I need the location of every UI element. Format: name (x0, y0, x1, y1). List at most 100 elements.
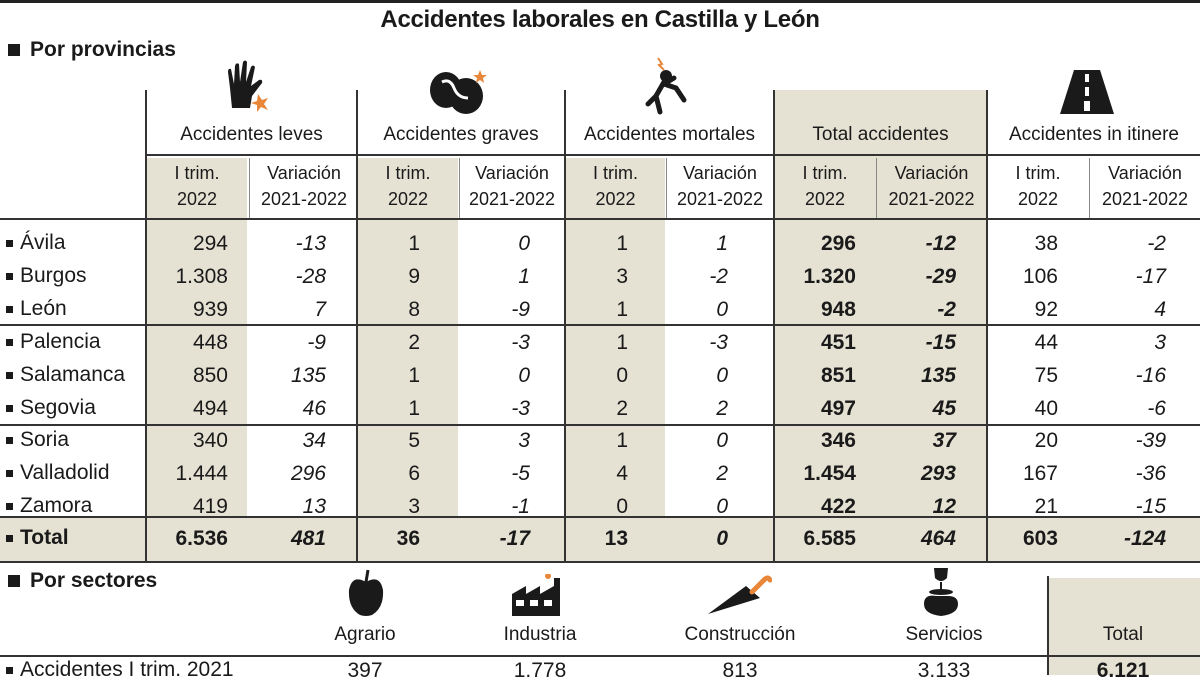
separator-leves (145, 90, 147, 562)
province-name: Soria (6, 428, 69, 452)
table-cell: -9 (511, 298, 530, 321)
province-name-text: Palencia (20, 330, 101, 353)
province-name: Zamora (6, 494, 92, 518)
table-cell: 1 (518, 265, 530, 288)
section-square-icon (8, 575, 20, 587)
top-rule (0, 0, 1200, 3)
subsep-3 (666, 158, 667, 218)
sector-agrario: Agrario (334, 624, 396, 645)
separator-itinere (986, 90, 988, 562)
section-provincias-label: Por provincias (30, 38, 176, 61)
table-cell: -29 (925, 265, 956, 288)
table-cell: 0 (518, 232, 530, 255)
province-name: Palencia (6, 330, 101, 354)
separator-mortales (564, 90, 566, 562)
sector-row-label-text: Accidentes I trim. 2021 (20, 658, 234, 681)
sub-var-line2: 2021-2022 (888, 189, 975, 209)
table-cell: 38 (1034, 232, 1058, 255)
bullet-icon (6, 338, 13, 346)
province-name-text: Zamora (20, 494, 93, 517)
table-cell: 40 (1034, 397, 1058, 420)
bullet-icon (6, 436, 13, 444)
table-cell: 296 (290, 462, 326, 485)
table-cell: -6 (1147, 397, 1166, 420)
total-cell: 603 (1022, 527, 1058, 550)
table-cell: 419 (192, 495, 228, 518)
table-cell: 4 (616, 462, 628, 485)
subheader-leves-trim: I trim. 2022 (147, 160, 247, 212)
table-cell: 0 (616, 495, 628, 518)
table-cell: 1.320 (803, 265, 856, 288)
table-cell: 2 (716, 397, 728, 420)
bullet-icon (6, 305, 13, 313)
table-cell: 44 (1034, 331, 1058, 354)
province-name-text: León (20, 297, 67, 320)
table-cell: 1 (616, 232, 628, 255)
table-cell: 0 (616, 364, 628, 387)
table-cell: 4 (1154, 298, 1166, 321)
shade-total (775, 90, 986, 518)
sub-var-line2: 2021-2022 (676, 189, 764, 209)
group-leves: Accidentes leves (180, 124, 323, 145)
separator-total (773, 90, 775, 562)
table-cell: 448 (192, 331, 228, 354)
table-cell: -3 (709, 331, 728, 354)
table-cell: -28 (295, 265, 326, 288)
table-cell: 135 (920, 364, 956, 387)
table-cell: 294 (192, 232, 228, 255)
table-cell: -2 (937, 298, 956, 321)
bullet-icon (6, 272, 13, 280)
sub-trim-line2: 2022 (1017, 189, 1059, 209)
table-cell: -17 (1135, 265, 1166, 288)
table-cell: -5 (511, 462, 530, 485)
table-cell: -2 (1147, 232, 1166, 255)
sub-var-line1: Variación (683, 163, 757, 183)
subheader-total-trim: I trim. 2022 (775, 160, 875, 212)
bullet-icon (6, 469, 13, 477)
table-cell: 7 (314, 298, 326, 321)
table-cell: -36 (1135, 462, 1166, 485)
sector-industria: Industria (503, 624, 577, 645)
subheader-graves-var: Variación 2021-2022 (460, 160, 564, 212)
table-cell: 0 (518, 364, 530, 387)
subsep-1 (249, 158, 250, 218)
table-cell: -15 (925, 331, 956, 354)
sub-var-line2: 2021-2022 (1101, 189, 1189, 209)
subheader-leves-var: Variación 2021-2022 (252, 160, 356, 212)
shade-total-row (0, 518, 1200, 562)
subheader-itinere-trim: I trim. 2022 (988, 160, 1088, 212)
sector-value-agrario: 397 (347, 659, 383, 682)
table-cell: 340 (192, 429, 228, 452)
table-cell: 451 (820, 331, 856, 354)
subsep-2 (459, 158, 460, 218)
province-name-text: Burgos (20, 264, 87, 287)
bullet-icon (6, 404, 13, 412)
table-cell: -1 (511, 495, 530, 518)
sub-trim-line1: I trim. (1015, 163, 1061, 183)
table-cell: 1.454 (803, 462, 856, 485)
table-cell: -15 (1135, 495, 1166, 518)
table-cell: 939 (192, 298, 228, 321)
subheader-itinere-var: Variación 2021-2022 (1090, 160, 1200, 212)
subheader-rule (0, 218, 1200, 220)
table-cell: 1 (408, 364, 420, 387)
sub-trim-line1: I trim. (593, 163, 638, 183)
table-cell: 3 (616, 265, 628, 288)
province-name: Burgos (6, 264, 87, 288)
total-cell: 464 (920, 527, 956, 550)
province-name-text: Valladolid (20, 461, 110, 484)
sub-var-line2: 2021-2022 (468, 189, 556, 209)
sub-trim-line1: I trim. (385, 163, 431, 183)
group-total: Total accidentes (812, 124, 949, 145)
table-cell: 8 (408, 298, 420, 321)
table-cell: 346 (820, 429, 856, 452)
subsep-4 (876, 158, 877, 218)
total-rule-bottom (0, 561, 1200, 563)
province-name: León (6, 297, 67, 321)
total-cell: 6.536 (175, 527, 228, 550)
subheader-graves-trim: I trim. 2022 (358, 160, 458, 212)
table-cell: 422 (820, 495, 856, 518)
table-cell: 0 (716, 495, 728, 518)
sector-row-label: Accidentes I trim. 2021 (6, 658, 234, 682)
province-name-text: Salamanca (20, 363, 126, 386)
